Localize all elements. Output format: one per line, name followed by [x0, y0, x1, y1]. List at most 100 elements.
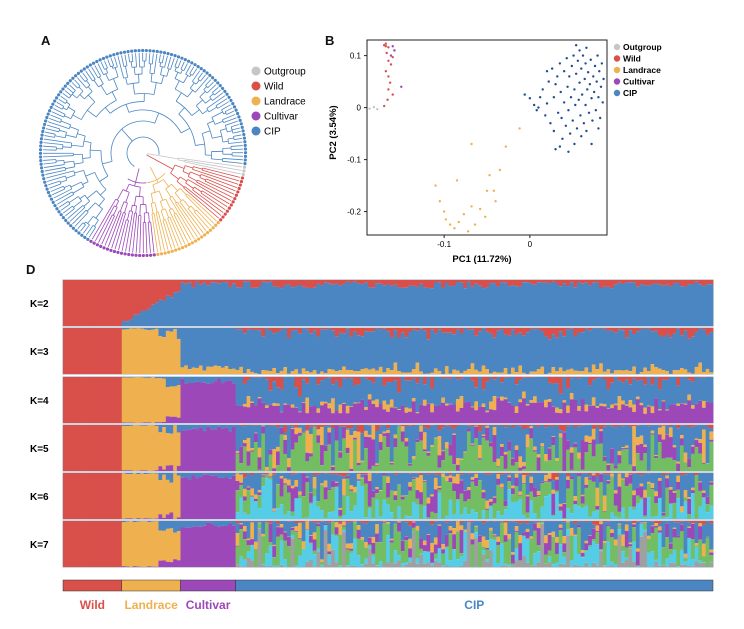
- ancestry-bar-segment: [389, 490, 394, 513]
- tree-branch: [125, 183, 130, 192]
- ancestry-bar-segment: [305, 371, 310, 374]
- ancestry-bar-segment: [441, 553, 446, 565]
- ancestry-bar-segment: [202, 473, 207, 475]
- ancestry-bar-segment: [253, 498, 259, 502]
- tree-arc: [98, 83, 104, 88]
- ancestry-bar-segment: [558, 527, 563, 530]
- ancestry-bar-segment: [426, 328, 431, 340]
- ancestry-bar-segment: [514, 377, 519, 385]
- ancestry-bar-segment: [529, 476, 534, 484]
- tree-branch: [185, 64, 191, 75]
- ancestry-bar-segment: [393, 380, 398, 408]
- ancestry-bar-segment: [283, 439, 288, 454]
- ancestry-bar-segment: [334, 522, 339, 528]
- ancestry-bar-segment: [701, 425, 707, 430]
- ancestry-bar-segment: [331, 480, 336, 488]
- pca-point-wild: [382, 104, 386, 108]
- ancestry-bar-segment: [367, 473, 372, 482]
- ancestry-bar-segment: [654, 491, 659, 497]
- ancestry-bar-segment: [298, 494, 303, 499]
- tree-tip-landrace: [177, 247, 181, 251]
- ancestry-bar-segment: [522, 532, 527, 536]
- ancestry-bar-segment: [657, 335, 662, 369]
- ancestry-bar-segment: [544, 425, 549, 428]
- ancestry-bar-segment: [602, 406, 607, 423]
- tree-tip-cip: [41, 173, 45, 177]
- ancestry-bar-segment: [477, 371, 483, 374]
- ancestry-bar-segment: [433, 521, 438, 522]
- ancestry-bar-segment: [668, 437, 674, 458]
- ancestry-bar-segment: [184, 527, 189, 567]
- tree-branch: [118, 219, 127, 251]
- ancestry-bar-segment: [257, 473, 262, 474]
- ancestry-bar-segment: [143, 518, 148, 519]
- ancestry-bar-segment: [147, 473, 152, 474]
- ancestry-bar-segment: [422, 377, 427, 385]
- ancestry-bar-segment: [305, 530, 310, 563]
- ancestry-bar-segment: [679, 524, 685, 532]
- ancestry-bar-segment: [389, 540, 394, 543]
- ancestry-bar-segment: [580, 283, 585, 326]
- ancestry-bar-segment: [466, 514, 472, 519]
- ancestry-bar-segment: [217, 425, 222, 427]
- tree-tip-cip: [39, 137, 44, 141]
- ancestry-bar-segment: [250, 371, 255, 374]
- tree-tip-cultivar: [123, 252, 127, 256]
- ancestry-bar-segment: [459, 473, 464, 475]
- ancestry-bar-segment: [371, 439, 376, 466]
- ancestry-bar-segment: [690, 280, 696, 285]
- ancestry-bar-segment: [459, 459, 464, 471]
- ancestry-bar-segment: [378, 404, 383, 423]
- ancestry-bar-segment: [511, 427, 516, 458]
- ancestry-bar-segment: [375, 542, 380, 566]
- ancestry-bar-segment: [610, 425, 615, 427]
- tree-tip-wild: [239, 179, 244, 184]
- ancestry-bar-segment: [349, 521, 354, 544]
- ancestry-bar-segment: [485, 331, 490, 370]
- ancestry-bar-segment: [316, 336, 321, 374]
- ancestry-bar-segment: [415, 439, 420, 443]
- ancestry-bar-segment: [555, 328, 560, 338]
- ancestry-bar-segment: [661, 425, 666, 440]
- ancestry-bar-segment: [125, 321, 130, 326]
- ancestry-bar-segment: [353, 486, 358, 493]
- tree-branch: [157, 211, 169, 250]
- ancestry-bar-segment: [382, 328, 387, 329]
- k-label: K=4: [30, 396, 49, 407]
- tree-tip-landrace: [216, 221, 220, 225]
- ancestry-bar-segment: [621, 382, 626, 401]
- ancestry-bar-segment: [602, 371, 607, 374]
- ancestry-bar-segment: [452, 377, 457, 406]
- ancestry-bar-segment: [533, 284, 538, 326]
- ancestry-bar-segment: [224, 427, 229, 471]
- ancestry-bar-segment: [654, 328, 659, 331]
- ancestry-bar-segment: [125, 329, 130, 374]
- ancestry-bar-segment: [624, 282, 629, 326]
- ancestry-bar-segment: [235, 369, 240, 374]
- ancestry-bar-segment: [198, 382, 203, 423]
- ancestry-bar-segment: [422, 405, 427, 423]
- ancestry-bar-segment: [558, 563, 563, 567]
- ancestry-bar-segment: [415, 525, 420, 531]
- ancestry-bar-segment: [687, 372, 692, 374]
- ancestry-bar-segment: [617, 370, 622, 374]
- ancestry-bar-segment: [569, 469, 574, 471]
- ancestry-bar-segment: [492, 535, 497, 537]
- ancestry-bar-segment: [500, 487, 505, 489]
- tree-tip-cip: [216, 81, 220, 85]
- ancestry-bar-segment: [672, 527, 677, 529]
- ancestry-bar-segment: [217, 328, 222, 367]
- ancestry-bar-segment: [511, 502, 516, 519]
- ancestry-bar-segment: [569, 476, 574, 479]
- ancestry-bar-segment: [654, 455, 659, 457]
- ancestry-bar-segment: [125, 521, 130, 522]
- tree-branch: [115, 200, 120, 207]
- ancestry-bar-segment: [492, 521, 497, 535]
- ancestry-bar-segment: [544, 481, 549, 483]
- ancestry-bar-segment: [606, 425, 611, 464]
- ancestry-bar-segment: [415, 328, 420, 331]
- tree-tip-cip: [66, 221, 70, 225]
- ancestry-bar-segment: [522, 429, 527, 463]
- ancestry-bar-segment: [253, 373, 259, 374]
